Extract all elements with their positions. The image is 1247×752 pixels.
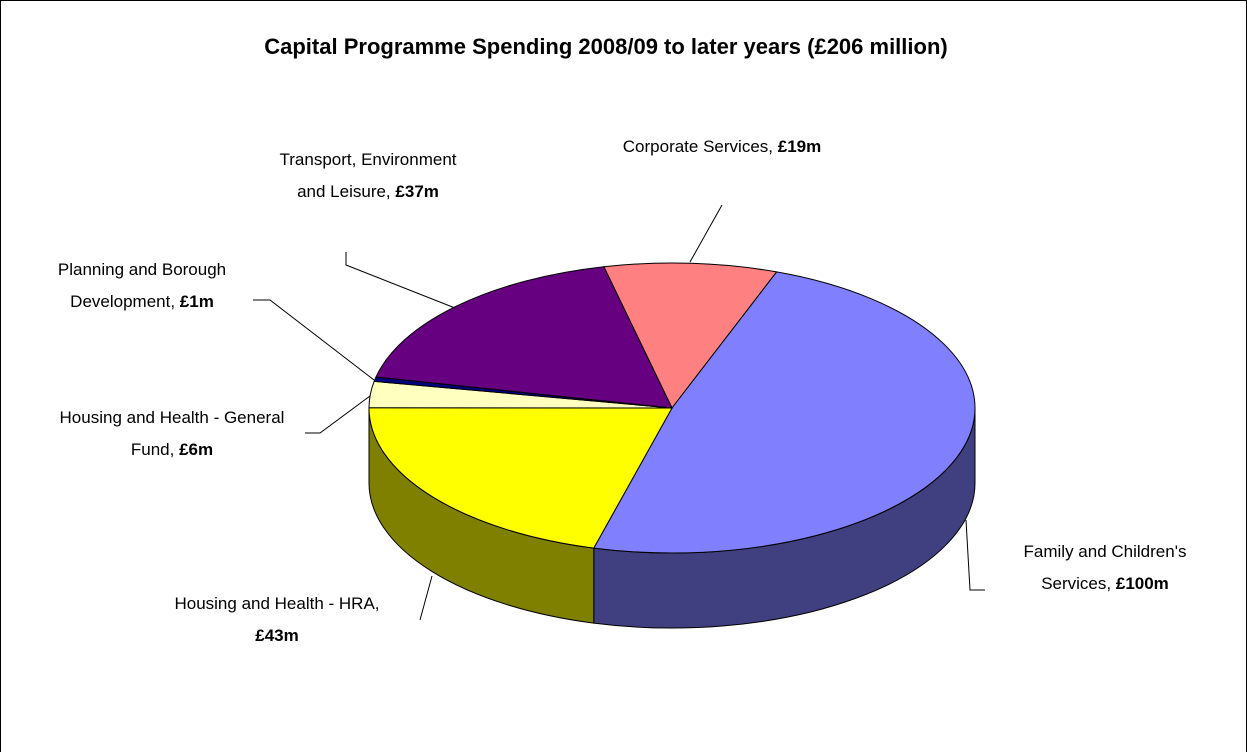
value-label: £37m	[395, 182, 439, 201]
category-label: Housing and Health - HRA,	[174, 594, 380, 613]
slice	[603, 262, 778, 409]
category-label: Planning and Borough Development,	[57, 260, 227, 311]
slice-label: Planning and Borough Development, £1m	[27, 254, 257, 318]
slice-label: Transport, Environment and Leisure, £37m	[273, 144, 463, 208]
category-label: Transport, Environment and Leisure,	[279, 150, 457, 201]
leader-line	[689, 204, 723, 263]
slice-label: Housing and Health - HRA, £43m	[152, 588, 402, 652]
value-label: £43m	[255, 626, 299, 645]
value-label: £100m	[1115, 574, 1169, 593]
slice-label: Corporate Services, £19m	[592, 131, 852, 163]
slice	[368, 407, 673, 549]
category-label: Corporate Services,	[622, 137, 773, 156]
leader-line	[965, 519, 985, 591]
slice-label: Housing and Health - General Fund, £6m	[47, 402, 297, 466]
leader-line	[305, 395, 371, 434]
value-label: £1m	[179, 292, 214, 311]
category-label: Family and Children's Services,	[1023, 542, 1187, 593]
value-label: £6m	[179, 440, 214, 459]
leader-line	[345, 252, 456, 309]
value-label: £19m	[777, 137, 822, 156]
chart-title: Capital Programme Spending 2008/09 to la…	[264, 34, 947, 59]
slice	[592, 271, 976, 554]
category-label: Housing and Health - General Fund,	[59, 408, 285, 459]
slice-label: Family and Children's Services, £100m	[1010, 536, 1200, 600]
leader-line	[419, 575, 433, 621]
slice	[375, 266, 673, 409]
leader-line	[253, 299, 375, 381]
